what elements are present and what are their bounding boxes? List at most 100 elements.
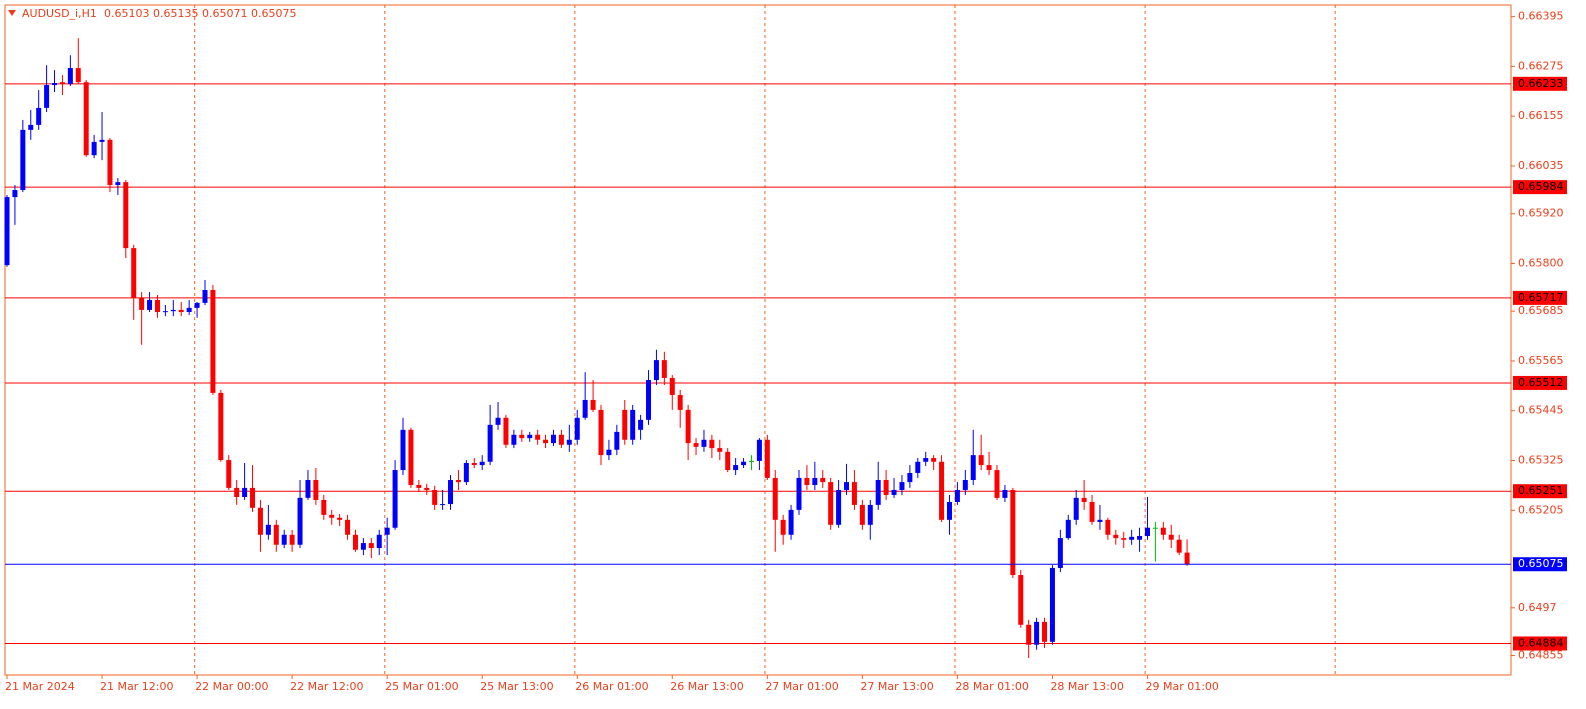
candle-body bbox=[1097, 519, 1103, 522]
candle-body bbox=[646, 380, 652, 420]
candle-body bbox=[946, 502, 952, 520]
candle-body bbox=[804, 477, 810, 485]
candle-body bbox=[630, 409, 636, 440]
y-tick-label: 0.66395 bbox=[1518, 10, 1564, 23]
candle-body bbox=[661, 360, 667, 378]
candle-body bbox=[1018, 575, 1024, 625]
candle-body bbox=[574, 417, 580, 440]
candle-body bbox=[99, 139, 105, 142]
candle-body bbox=[12, 190, 18, 198]
candle-body bbox=[954, 489, 960, 503]
candle-body bbox=[1089, 502, 1095, 522]
candle-body bbox=[1073, 497, 1079, 520]
x-tick-label: 28 Mar 01:00 bbox=[955, 680, 1028, 693]
candle-body bbox=[962, 480, 968, 490]
candle-body bbox=[1002, 489, 1008, 498]
candle-body bbox=[748, 460, 754, 462]
candle-body bbox=[424, 487, 430, 490]
candle-body bbox=[487, 424, 493, 462]
candle-body bbox=[250, 487, 256, 508]
level-label: 0.65512 bbox=[1518, 376, 1564, 389]
x-tick-label: 22 Mar 12:00 bbox=[290, 680, 363, 693]
candle-body bbox=[455, 480, 461, 483]
bid-label: 0.65075 bbox=[1518, 557, 1564, 570]
candle-body bbox=[376, 534, 382, 549]
candle-body bbox=[448, 480, 454, 505]
last-low: 0.65071 bbox=[202, 7, 248, 20]
candle-body bbox=[67, 68, 73, 84]
candle-body bbox=[590, 399, 596, 410]
level-label: 0.66233 bbox=[1518, 77, 1564, 90]
x-tick-label: 25 Mar 01:00 bbox=[385, 680, 458, 693]
candle-body bbox=[796, 477, 802, 510]
candle-body bbox=[115, 182, 121, 186]
candle-body bbox=[788, 509, 794, 535]
candle-body bbox=[622, 409, 628, 440]
candle-body bbox=[566, 439, 572, 445]
candle-body bbox=[669, 377, 675, 395]
last-high: 0.65135 bbox=[153, 7, 199, 20]
level-label: 0.64884 bbox=[1518, 636, 1564, 649]
level-label-box bbox=[1513, 636, 1567, 651]
candle-body bbox=[265, 524, 271, 535]
candle-body bbox=[281, 534, 287, 545]
candle-body bbox=[1160, 527, 1166, 535]
level-label: 0.65251 bbox=[1518, 484, 1564, 497]
candle-body bbox=[28, 124, 34, 130]
candle-body bbox=[741, 461, 747, 466]
candle-body bbox=[756, 439, 762, 461]
candle-body bbox=[123, 182, 129, 249]
candle-body bbox=[1176, 539, 1182, 553]
candle-body bbox=[1121, 538, 1127, 540]
candle-body bbox=[170, 309, 176, 312]
candle-body bbox=[598, 409, 604, 456]
candle-body bbox=[392, 470, 398, 528]
candle-body bbox=[828, 482, 834, 525]
candle-body bbox=[653, 360, 659, 381]
candle-body bbox=[931, 458, 937, 462]
x-tick-label: 26 Mar 13:00 bbox=[670, 680, 743, 693]
candle-body bbox=[400, 429, 406, 471]
x-tick-label: 21 Mar 2024 bbox=[5, 680, 75, 693]
candle-body bbox=[614, 431, 620, 450]
candle-body bbox=[859, 504, 865, 525]
candle-body bbox=[582, 399, 588, 418]
candle-body bbox=[1026, 624, 1032, 645]
candle-body bbox=[162, 311, 168, 313]
candle-body bbox=[891, 489, 897, 495]
last-close: 0.65075 bbox=[251, 7, 297, 20]
level-label-box bbox=[1513, 180, 1567, 195]
candle-body bbox=[606, 449, 612, 456]
candle-body bbox=[202, 290, 208, 303]
candle-body bbox=[360, 543, 366, 550]
candle-body bbox=[875, 480, 881, 505]
candle-body bbox=[218, 392, 224, 461]
level-label-box bbox=[1513, 484, 1567, 499]
candle-body bbox=[535, 434, 541, 440]
candle-body bbox=[503, 417, 509, 445]
candle-body bbox=[1144, 527, 1150, 537]
candle-body bbox=[1057, 538, 1063, 568]
candle-body bbox=[1152, 527, 1158, 529]
y-tick-label: 0.65565 bbox=[1518, 354, 1564, 367]
y-tick-label: 0.66275 bbox=[1518, 59, 1564, 72]
candle-body bbox=[709, 439, 715, 449]
level-label: 0.65984 bbox=[1518, 180, 1564, 193]
x-tick-label: 26 Mar 01:00 bbox=[575, 680, 648, 693]
level-label-box bbox=[1513, 76, 1567, 91]
candle-body bbox=[820, 477, 826, 483]
y-tick-label: 0.65325 bbox=[1518, 454, 1564, 467]
candle-body bbox=[1168, 534, 1174, 540]
candle-body bbox=[471, 463, 477, 466]
candle-body bbox=[91, 141, 97, 156]
candle-body bbox=[764, 439, 770, 478]
plot-frame bbox=[4, 4, 1512, 676]
candle-body bbox=[107, 139, 113, 186]
candle-body bbox=[36, 107, 42, 125]
candle-body bbox=[52, 82, 58, 86]
candle-body bbox=[883, 480, 889, 495]
candle-body bbox=[257, 507, 263, 535]
candle-body bbox=[44, 85, 50, 108]
candle-body bbox=[345, 519, 351, 535]
x-tick-label: 27 Mar 01:00 bbox=[765, 680, 838, 693]
